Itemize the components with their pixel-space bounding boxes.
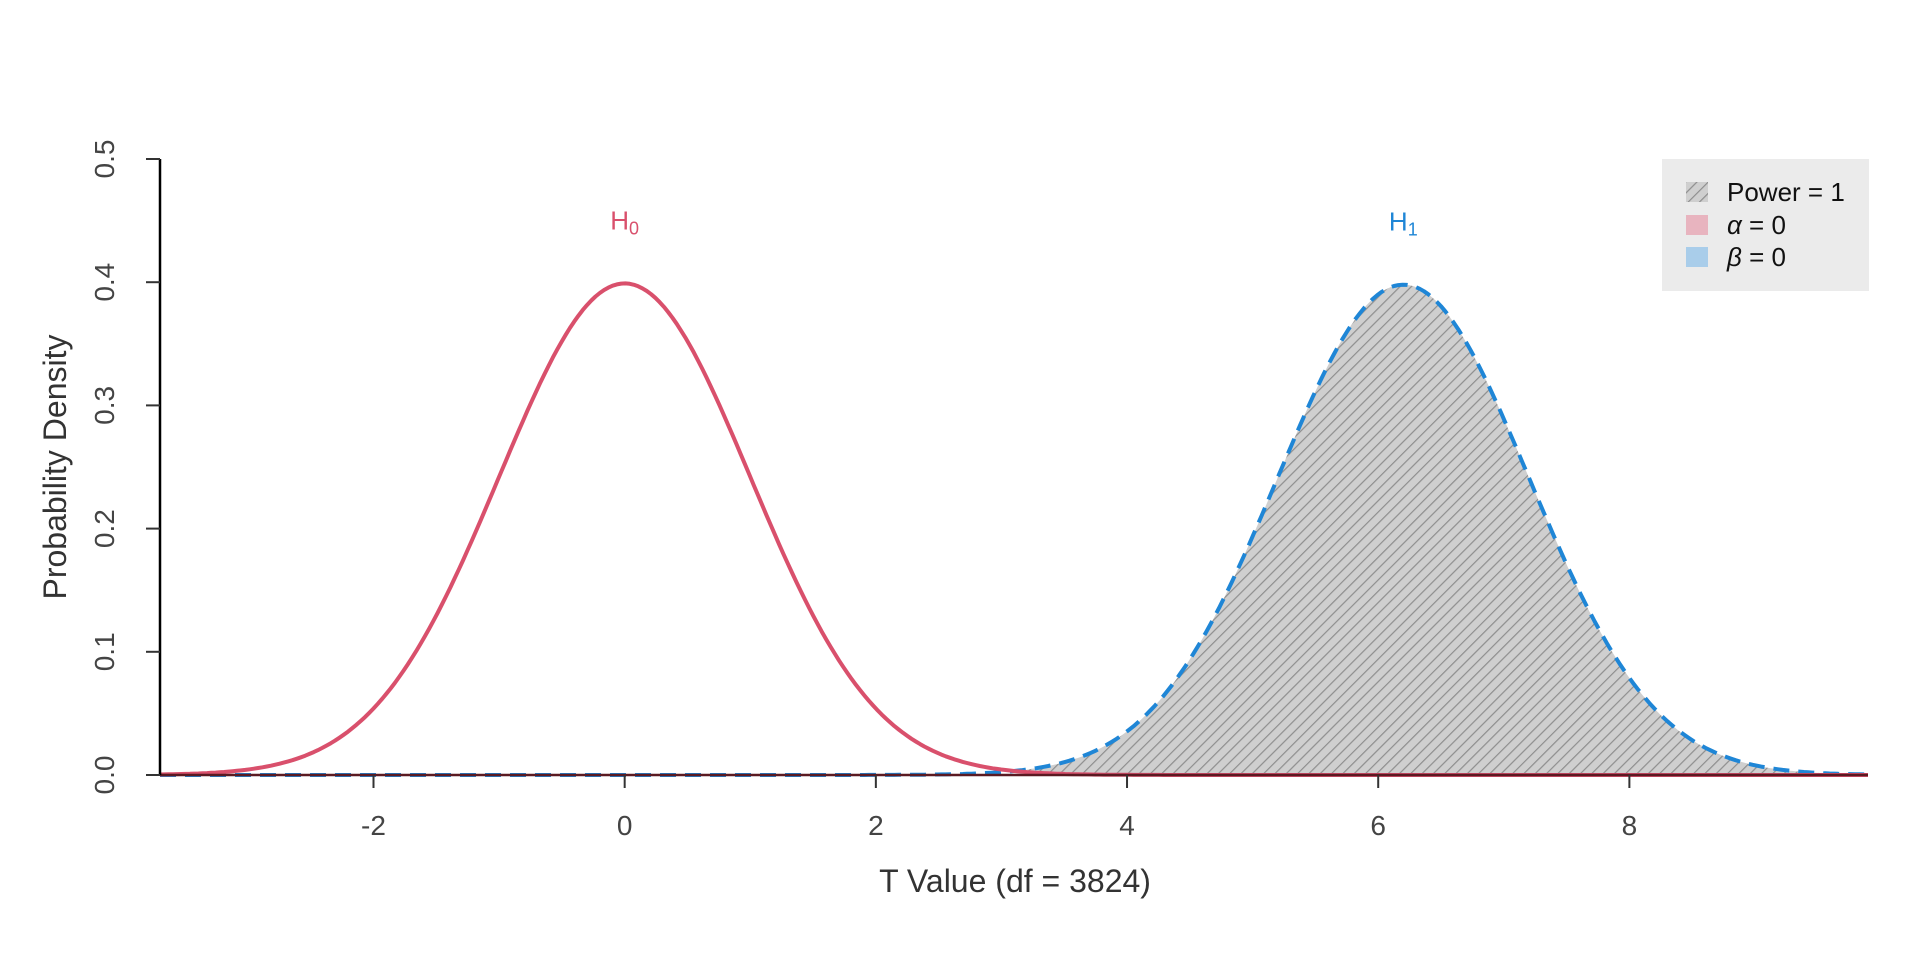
legend-label: β = 0 bbox=[1726, 242, 1786, 272]
x-tick-label: 0 bbox=[617, 810, 633, 841]
y-tick-label: 0.4 bbox=[89, 263, 120, 302]
legend-label: Power = 1 bbox=[1727, 177, 1845, 207]
power-shaded-area bbox=[1026, 284, 1868, 775]
y-tick-label: 0.2 bbox=[89, 509, 120, 548]
x-tick-label: 8 bbox=[1622, 810, 1638, 841]
y-tick-label: 0.0 bbox=[89, 756, 120, 795]
legend-swatch bbox=[1686, 182, 1708, 202]
x-tick-label: 6 bbox=[1370, 810, 1386, 841]
x-axis-label: T Value (df = 3824) bbox=[879, 863, 1151, 899]
y-tick-label: 0.1 bbox=[89, 632, 120, 671]
y-axis-label: Probability Density bbox=[37, 335, 73, 600]
axes: -2 0 2 4 6 8 0.0 0.1 0.2 0.3 0.4 0.5 bbox=[89, 140, 1868, 841]
x-tick-label: 4 bbox=[1119, 810, 1135, 841]
y-tick-label: 0.3 bbox=[89, 386, 120, 425]
legend-swatch bbox=[1686, 247, 1708, 267]
legend-label: α = 0 bbox=[1727, 210, 1786, 240]
shaded-regions bbox=[1026, 284, 1868, 775]
h0-curve-label: H0 bbox=[610, 205, 639, 238]
y-tick-label: 0.5 bbox=[89, 140, 120, 179]
x-tick-label: 2 bbox=[868, 810, 884, 841]
h1-curve-label: H1 bbox=[1389, 207, 1418, 240]
x-tick-label: -2 bbox=[361, 810, 386, 841]
legend: Power = 1α = 0β = 0 bbox=[1662, 159, 1869, 291]
legend-swatch bbox=[1686, 215, 1708, 235]
curve-labels: H0 H1 bbox=[610, 205, 1417, 239]
